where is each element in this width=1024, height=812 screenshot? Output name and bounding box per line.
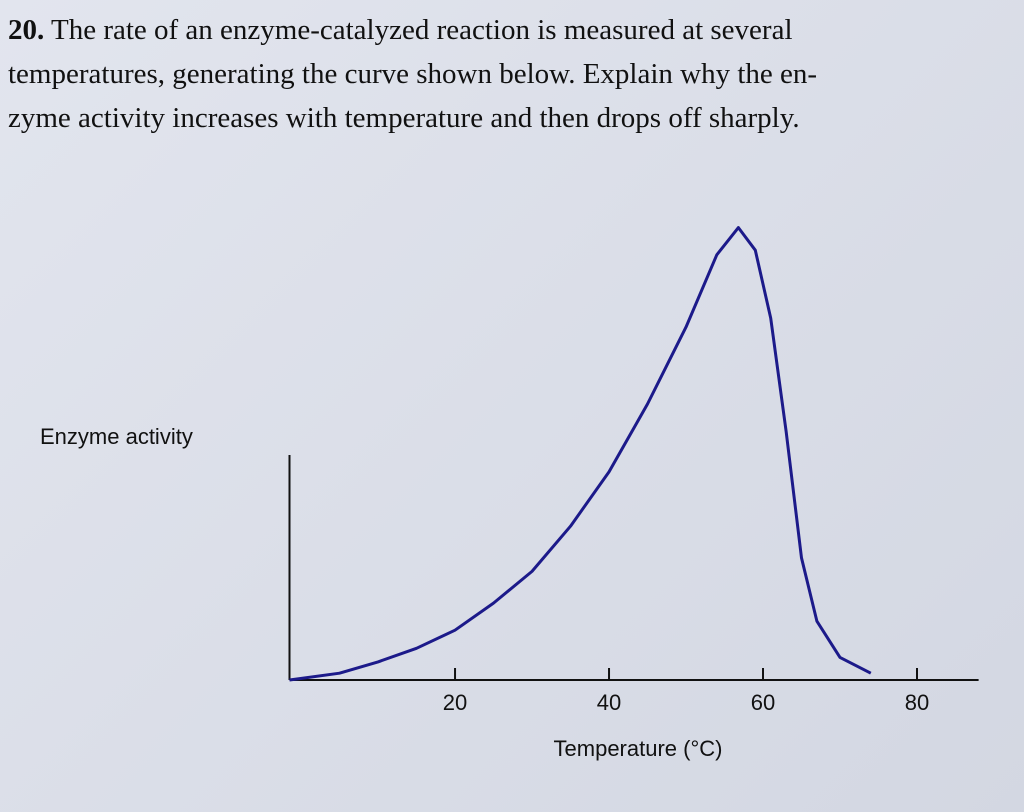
curve — [289, 226, 872, 682]
question-number: 20. — [8, 14, 45, 46]
question-text: temperatures, generating the curve shown… — [8, 58, 818, 90]
question-text: The rate of an enzyme-catalyzed reaction… — [50, 14, 793, 46]
x-tick-label: 20 — [443, 690, 467, 715]
x-tick-label: 40 — [597, 690, 621, 715]
x-tick-label: 80 — [905, 690, 929, 715]
x-axis-label: Temperature (°C) — [554, 736, 723, 761]
x-tick-label: 60 — [751, 690, 775, 715]
y-axis-label: Enzyme activity — [40, 424, 193, 449]
question-line: 20. The rate of an enzyme-catalyzed reac… — [8, 14, 793, 47]
question-text: zyme activity increases with temperature… — [8, 102, 800, 134]
